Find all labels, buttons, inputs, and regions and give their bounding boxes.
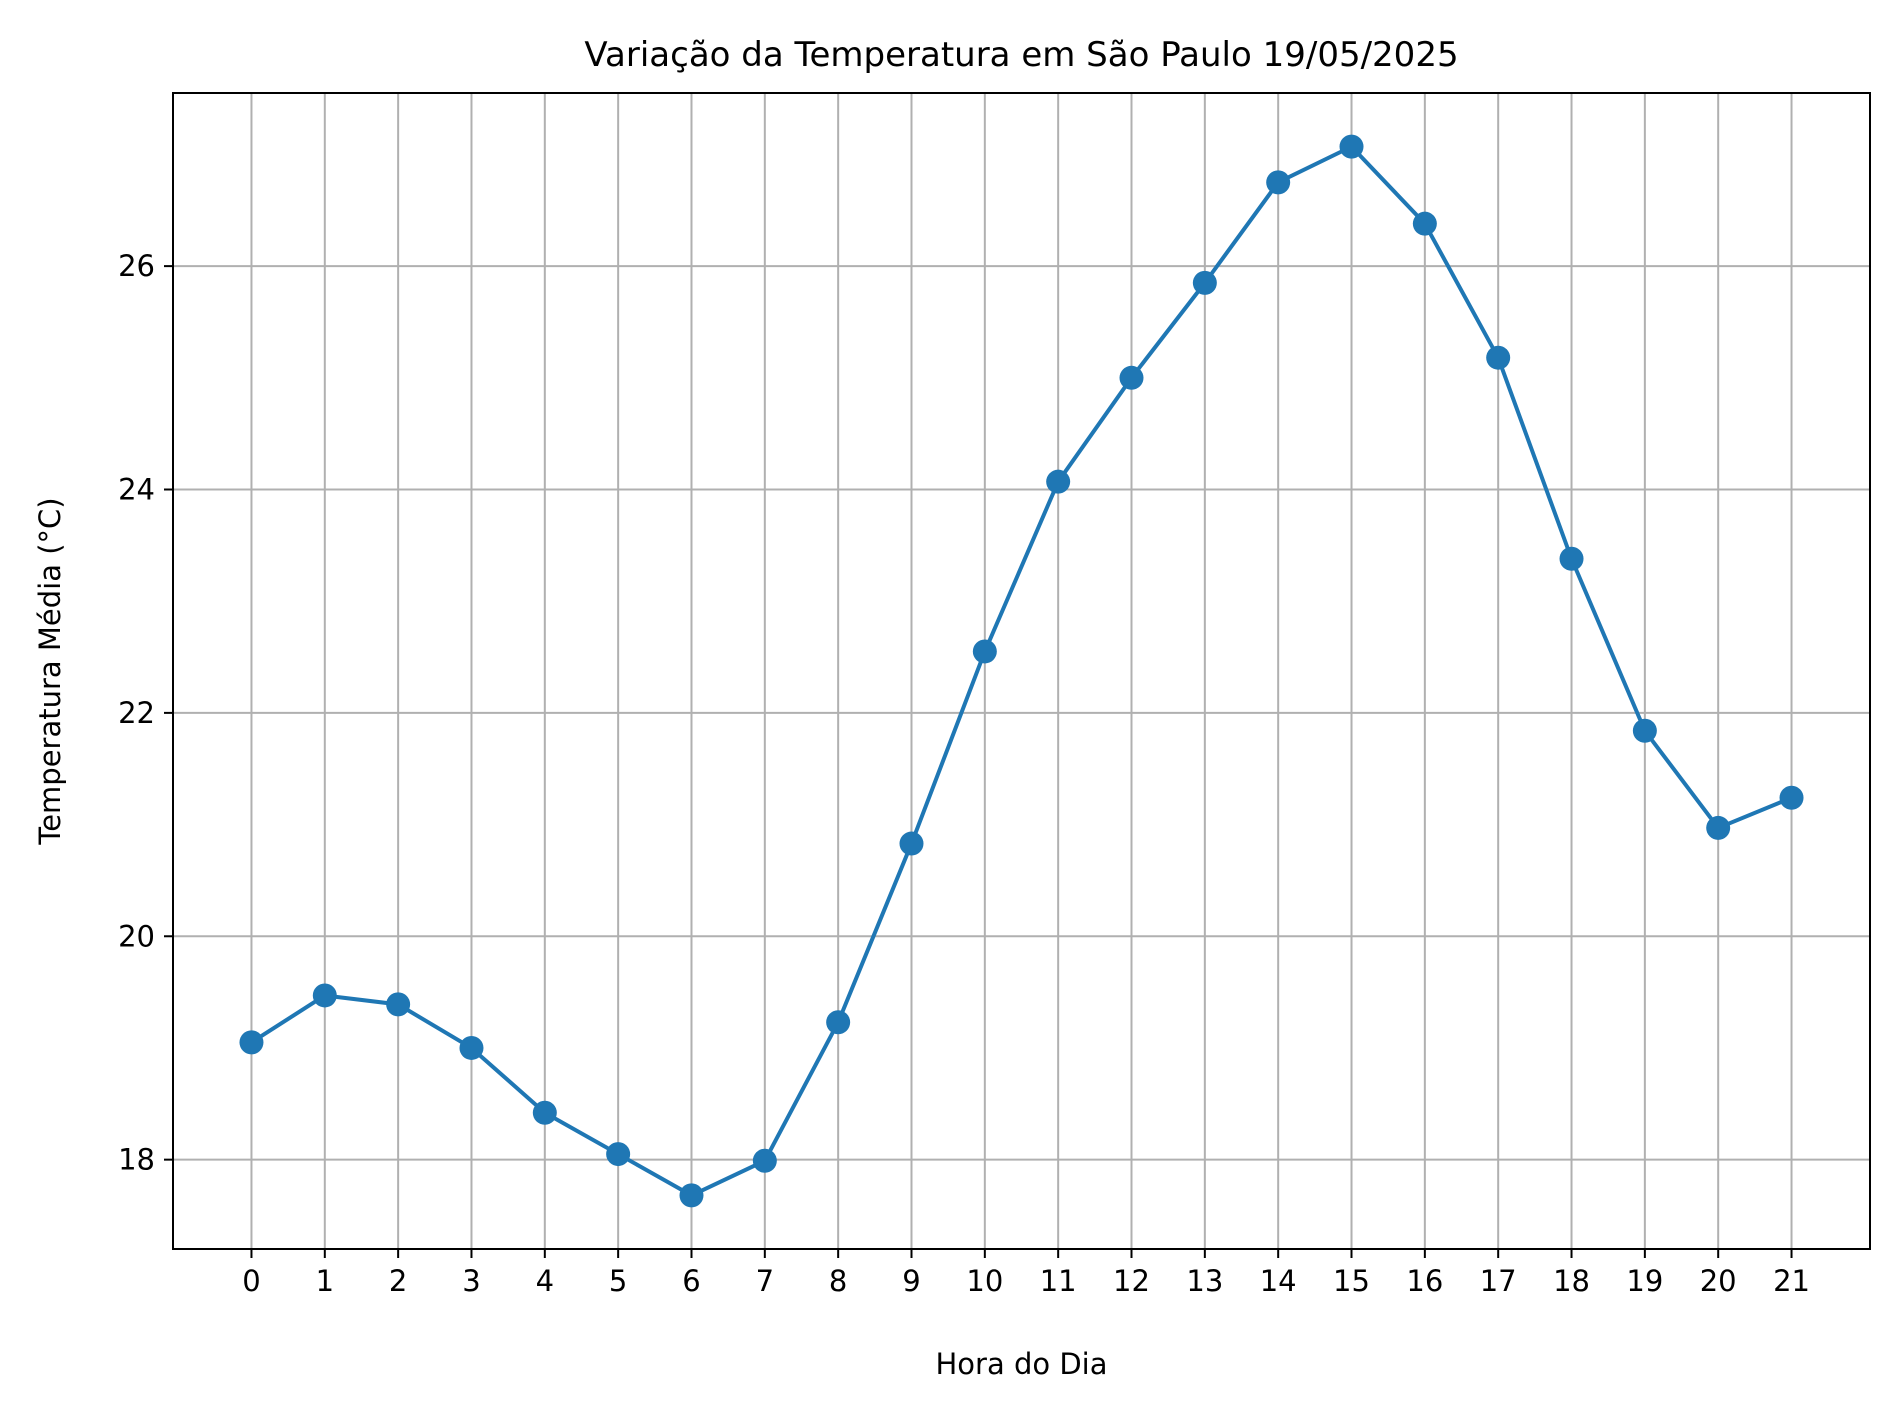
data-point (1119, 365, 1144, 390)
y-tick-label: 20 (118, 919, 155, 953)
y-tick-label: 22 (118, 696, 155, 730)
data-point (752, 1148, 777, 1173)
data-point (1486, 345, 1511, 370)
x-tick-label: 9 (902, 1264, 920, 1298)
data-point (386, 992, 411, 1017)
x-tick-label: 19 (1626, 1264, 1663, 1298)
x-tick-label: 2 (389, 1264, 407, 1298)
x-tick-label: 15 (1333, 1264, 1370, 1298)
x-tick-label: 5 (609, 1264, 627, 1298)
data-point (1779, 785, 1804, 810)
y-tick-label: 24 (118, 473, 155, 507)
x-tick-label: 20 (1700, 1264, 1737, 1298)
series-line (250, 144, 1793, 1198)
x-tick-label: 21 (1773, 1264, 1810, 1298)
x-tick-label: 16 (1406, 1264, 1443, 1298)
x-tick-label: 8 (829, 1264, 847, 1298)
x-tick-label: 14 (1260, 1264, 1297, 1298)
data-point (606, 1142, 631, 1167)
data-point (1632, 718, 1657, 743)
data-point (239, 1030, 264, 1055)
ticks: 0 1 2 3 4 5 6 7 8 9 10 11 12 13 14 15 16 17 18 19 20 21182022… (118, 249, 1810, 1298)
y-tick-label: 18 (118, 1143, 155, 1177)
x-tick-label: 11 (1040, 1264, 1077, 1298)
x-tick-label: 6 (682, 1264, 700, 1298)
x-tick-label: 18 (1553, 1264, 1590, 1298)
data-point (899, 831, 924, 856)
x-axis-label: Hora do Dia (936, 1347, 1108, 1381)
y-axis-label: Temperatura Média (°C) (33, 497, 67, 845)
data-point (312, 983, 337, 1008)
x-tick-label: 12 (1113, 1264, 1150, 1298)
x-tick-label: 1 (316, 1264, 334, 1298)
x-tick-label: 10 (966, 1264, 1003, 1298)
chart-title: Variação da Temperatura em São Paulo 19/… (584, 35, 1458, 75)
x-tick-label: 7 (756, 1264, 774, 1298)
data-point (972, 639, 997, 664)
data-point (1192, 270, 1217, 295)
plot-frame (172, 92, 1871, 1250)
x-tick-label: 13 (1186, 1264, 1223, 1298)
data-point (826, 1010, 851, 1035)
data-point (1266, 170, 1291, 195)
grid (173, 93, 1870, 1249)
series-layer (239, 134, 1804, 1208)
data-point (459, 1035, 484, 1060)
x-tick-label: 0 (242, 1264, 260, 1298)
data-point (1706, 815, 1731, 840)
y-tick-label: 26 (118, 249, 155, 283)
data-point (1046, 469, 1071, 494)
data-point (1559, 546, 1584, 571)
x-tick-label: 4 (536, 1264, 554, 1298)
x-tick-label: 3 (462, 1264, 480, 1298)
data-point (679, 1183, 704, 1208)
data-point (1339, 134, 1364, 159)
data-point (1412, 211, 1437, 236)
x-tick-label: 17 (1480, 1264, 1517, 1298)
data-point (532, 1100, 557, 1125)
